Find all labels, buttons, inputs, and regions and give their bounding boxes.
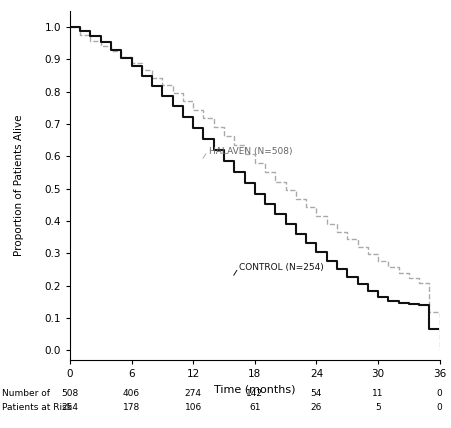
X-axis label: Time (months): Time (months) <box>214 384 295 394</box>
Text: 26: 26 <box>311 403 322 413</box>
Text: HALAVEN (N=508): HALAVEN (N=508) <box>208 147 292 156</box>
Text: 254: 254 <box>61 403 78 413</box>
Text: CONTROL (N=254): CONTROL (N=254) <box>239 264 324 273</box>
Text: 61: 61 <box>249 403 261 413</box>
Text: 274: 274 <box>184 389 202 398</box>
Text: 106: 106 <box>184 403 202 413</box>
Text: 142: 142 <box>246 389 263 398</box>
Y-axis label: Proportion of Patients Alive: Proportion of Patients Alive <box>14 115 24 256</box>
Text: 11: 11 <box>373 389 384 398</box>
Text: Patients at Risk: Patients at Risk <box>2 403 72 413</box>
Text: 5: 5 <box>375 403 381 413</box>
Text: 406: 406 <box>123 389 140 398</box>
Text: 508: 508 <box>61 389 78 398</box>
Text: 178: 178 <box>123 403 140 413</box>
Text: 54: 54 <box>311 389 322 398</box>
Text: Number of: Number of <box>2 389 50 398</box>
Text: 0: 0 <box>437 389 442 398</box>
Text: 0: 0 <box>437 403 442 413</box>
